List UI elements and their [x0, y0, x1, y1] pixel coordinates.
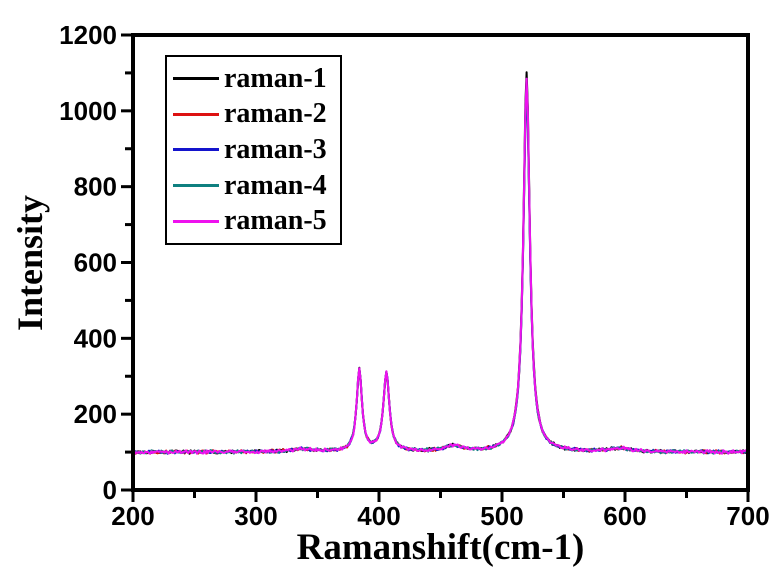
legend-line-raman-3-icon — [173, 148, 219, 152]
legend-label-raman-3: raman-3 — [224, 133, 327, 165]
legend-item-raman-4: raman-4 — [173, 169, 340, 203]
legend-line-raman-4-icon — [173, 184, 219, 188]
legend-item-raman-3: raman-3 — [173, 133, 340, 167]
svg-text:800: 800 — [74, 172, 117, 202]
legend-line-raman-5-icon — [173, 219, 219, 223]
legend: raman-1 raman-2 raman-3 raman-4 raman-5 — [165, 55, 342, 245]
svg-text:200: 200 — [74, 399, 117, 429]
svg-text:400: 400 — [74, 323, 117, 353]
svg-text:0: 0 — [103, 475, 117, 505]
legend-item-raman-2: raman-2 — [173, 97, 340, 131]
svg-text:300: 300 — [234, 501, 277, 531]
svg-text:500: 500 — [480, 501, 523, 531]
legend-item-raman-5: raman-5 — [173, 204, 340, 238]
legend-line-raman-2-icon — [173, 112, 219, 116]
legend-line-raman-1-icon — [173, 77, 219, 81]
legend-label-raman-2: raman-2 — [224, 98, 327, 130]
y-axis-title: Intensity — [10, 194, 50, 332]
svg-text:200: 200 — [111, 501, 154, 531]
svg-text:1200: 1200 — [59, 20, 117, 50]
svg-text:1000: 1000 — [59, 96, 117, 126]
svg-text:700: 700 — [726, 501, 769, 531]
legend-label-raman-5: raman-5 — [224, 205, 327, 237]
legend-label-raman-1: raman-1 — [224, 62, 327, 94]
x-axis-title: Ramanshift(cm-1) — [296, 527, 585, 568]
legend-label-raman-4: raman-4 — [224, 169, 327, 201]
legend-item-raman-1: raman-1 — [173, 62, 340, 96]
svg-text:600: 600 — [603, 501, 646, 531]
svg-text:600: 600 — [74, 248, 117, 278]
svg-text:400: 400 — [357, 501, 400, 531]
